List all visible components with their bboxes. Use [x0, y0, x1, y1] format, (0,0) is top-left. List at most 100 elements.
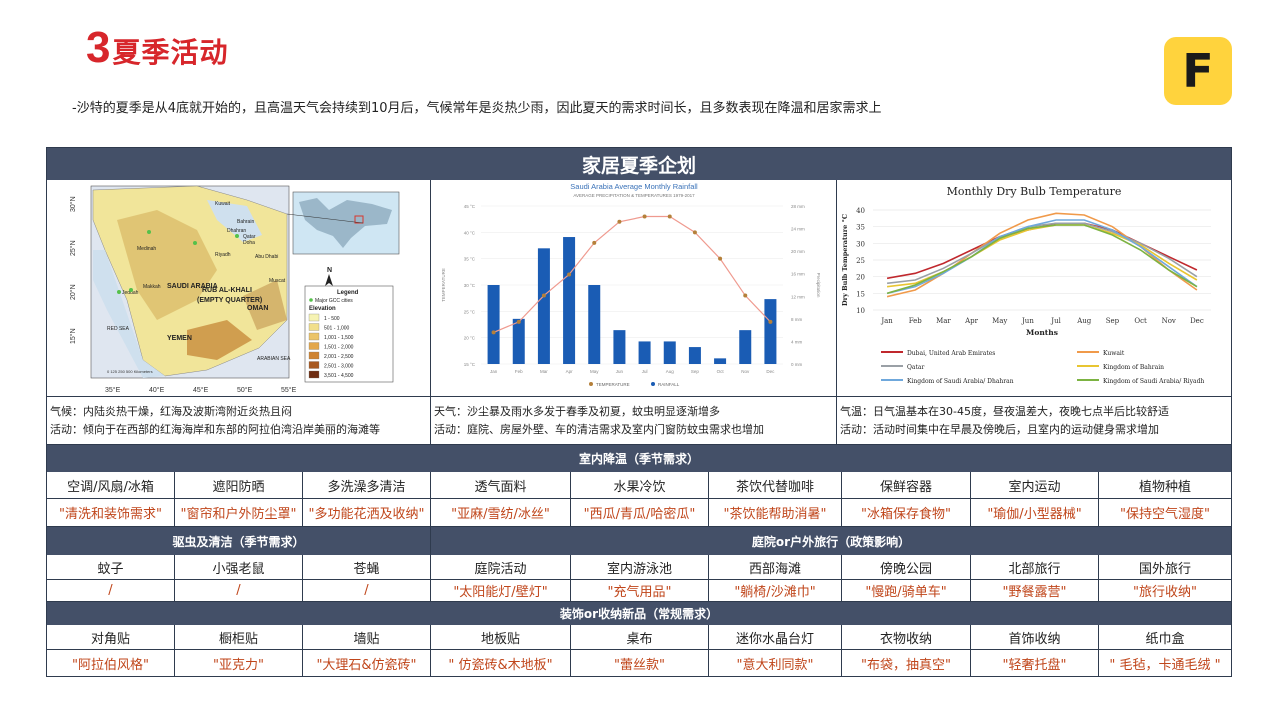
rainfall-chart-panel: Saudi Arabia Average Monthly Rainfall AVE… — [431, 180, 837, 396]
title-text: 夏季活动 — [112, 36, 229, 69]
longitude-label: 50°E — [237, 386, 253, 394]
x-tick: Sep — [691, 369, 700, 374]
section-indoor-cooling: 室内降温（季节需求） — [47, 444, 1231, 472]
note-line: 活动：倾向于在西部的红海海岸和东部的阿拉伯湾沿岸美丽的海滩等 — [50, 423, 380, 436]
y-right-tick: 0 mm — [791, 362, 803, 367]
indoor-value-cell: "亚麻/雪纺/冰丝" — [431, 499, 571, 527]
decor-item-cell: 迷你水晶台灯 — [709, 625, 842, 650]
section-outdoor-travel: 庭院or户外旅行（政策影响） — [431, 527, 1231, 555]
indoor-value-cell: "保持空气湿度" — [1099, 499, 1231, 527]
section-decor-storage: 装饰or收纳新品（常规需求） — [47, 602, 1231, 625]
y-right-tick: 12 mm — [791, 294, 805, 299]
legend-elevation-label: 1,001 - 1,500 — [324, 335, 354, 341]
indoor-value-cell: "多功能花洒及收纳" — [303, 499, 431, 527]
indoor-value-cell: "瑜伽/小型器械" — [971, 499, 1099, 527]
brand-logo: F — [1164, 37, 1232, 105]
y-left-tick: 35 °C — [464, 257, 476, 262]
indoor-items-row: 空调/风扇/冰箱 遮阳防晒 多洗澡多清洁 透气面料 水果冷饮 茶饮代替咖啡 保鲜容器 室内运动… — [47, 472, 1231, 499]
pest-outdoor-value-cell: / — [47, 580, 175, 602]
city-marker — [193, 241, 197, 245]
highland-zone — [117, 210, 217, 320]
legend-label: Kingdom of Saudi Arabia/ Riyadh — [1103, 378, 1204, 385]
series-line — [886, 212, 1198, 298]
pest-outdoor-items-row: 蚊子 小强老鼠 苍蝇 庭院活动 室内游泳池 西部海滩 傍晚公园 北部旅行 国外旅行 — [47, 555, 1231, 580]
rainfall-chart: Saudi Arabia Average Monthly Rainfall AVE… — [441, 182, 821, 387]
rainfall-bar — [764, 299, 777, 364]
indoor-value-cell: "窗帘和户外防尘罩" — [175, 499, 303, 527]
pest-outdoor-item-cell: 小强老鼠 — [175, 555, 303, 580]
decor-item-cell: 地板贴 — [431, 625, 571, 650]
indoor-item-cell: 水果冷饮 — [571, 472, 709, 499]
y-right-label: Precipitation — [816, 273, 821, 298]
x-tick: Nov — [741, 369, 750, 374]
legend-label: Qatar — [907, 364, 924, 371]
map-place-label: Dhahran — [227, 228, 246, 234]
y-tick: 35 — [856, 224, 865, 232]
x-tick: Jul — [1050, 317, 1061, 325]
legend-elevation-label: 3,501 - 4,500 — [324, 373, 354, 379]
y-tick: 30 — [856, 240, 865, 248]
decor-value-cell: "大理石&仿瓷砖" — [303, 650, 431, 677]
inset-connector — [286, 213, 364, 224]
oman-highland — [243, 280, 287, 330]
decor-value-cell: "意大利同款" — [709, 650, 842, 677]
temperature-point — [642, 214, 647, 219]
pest-outdoor-item-cell: 苍蝇 — [303, 555, 431, 580]
indoor-item-cell: 茶饮代替咖啡 — [709, 472, 842, 499]
map-place-label: Riyadh — [215, 252, 231, 258]
rainfall-bar — [563, 237, 576, 364]
indoor-values-row: "清洗和装饰需求" "窗帘和户外防尘罩" "多功能花洒及收纳" "亚麻/雪纺/冰丝" "… — [47, 499, 1231, 527]
temperature-point — [567, 272, 572, 277]
legend-label: Kingdom of Bahrain — [1103, 364, 1164, 371]
rainfall-bar — [588, 285, 601, 364]
rainfall-bar — [663, 341, 676, 364]
weather-note: 天气：沙尘暴及雨水多发于春季及初夏，蚊虫明显逐渐增多 活动：庭院、房屋外壁、车的… — [431, 396, 837, 444]
series-line — [886, 224, 1198, 295]
y-tick: 25 — [856, 257, 865, 265]
y-axis-label: Dry Bulb Temperature °C — [841, 214, 849, 306]
indoor-value-cell: "西瓜/青瓜/哈密瓜" — [571, 499, 709, 527]
map-place-label: RUB AL-KHALI — [202, 287, 252, 294]
note-line: 气温：日气温基本在30-45度，昼夜温差大，夜晚七点半后比较舒适 — [840, 405, 1169, 418]
map-place-label: (EMPTY QUARTER) — [197, 297, 262, 304]
temperature-point — [667, 214, 672, 219]
north-arrow: N — [327, 267, 332, 274]
pest-outdoor-value-cell: "充气用品" — [571, 580, 709, 602]
pest-outdoor-values-row: / / / "太阳能灯/壁灯" "充气用品" "躺椅/沙滩巾" "慢跑/骑单车" "野餐露营"… — [47, 580, 1231, 602]
map-place-label: RED SEA — [107, 326, 130, 332]
pest-outdoor-item-cell: 蚊子 — [47, 555, 175, 580]
legend-city-label: Major GCC cities — [315, 298, 353, 304]
y-tick: 20 — [856, 274, 865, 282]
decor-item-cell: 衣物收纳 — [842, 625, 971, 650]
y-tick: 15 — [856, 290, 865, 298]
x-tick: Aug — [1076, 317, 1092, 325]
temperature-note: 气温：日气温基本在30-45度，昼夜温差大，夜晚七点半后比较舒适 活动：活动时间… — [837, 396, 1231, 444]
x-tick: Jul — [642, 369, 648, 374]
indoor-item-cell: 植物种植 — [1099, 472, 1231, 499]
legend-elevation-label: 1 - 500 — [324, 316, 340, 322]
city-marker — [235, 234, 239, 238]
y-tick: 10 — [856, 307, 865, 315]
temperature-chart-panel: Monthly Dry Bulb Temperature 40 35 30 25 20 15… — [837, 180, 1231, 396]
series-line — [886, 219, 1198, 295]
decor-items-row: 对角贴 橱柜贴 墙贴 地板贴 桌布 迷你水晶台灯 衣物收纳 首饰收纳 纸巾盒 — [47, 625, 1231, 650]
y-right-tick: 4 mm — [791, 339, 803, 344]
decor-values-row: "阿拉伯风格" "亚克力" "大理石&仿瓷砖" " 仿瓷砖&木地板" "蕾丝款" "意大利… — [47, 650, 1231, 677]
y-right-tick: 16 mm — [791, 272, 805, 277]
decor-item-cell: 纸巾盒 — [1099, 625, 1231, 650]
indoor-item-cell: 室内运动 — [971, 472, 1099, 499]
temperature-line — [493, 215, 771, 333]
legend-swatch — [308, 313, 320, 322]
latitude-label: 30°N — [69, 196, 77, 212]
world-landmass — [299, 198, 392, 248]
map-place-label: OMAN — [247, 305, 268, 312]
y-tick: 40 — [856, 207, 865, 215]
indoor-value-cell: "茶饮能帮助消暑" — [709, 499, 842, 527]
x-tick: Feb — [909, 317, 923, 325]
city-marker — [117, 290, 121, 294]
y-left-tick: 25 °C — [464, 309, 476, 314]
x-tick: Mar — [540, 369, 548, 374]
decor-value-cell: "轻奢托盘" — [971, 650, 1099, 677]
y-left-tick: 40 °C — [464, 230, 476, 235]
map-place-label: ARABIAN SEA — [257, 356, 291, 362]
